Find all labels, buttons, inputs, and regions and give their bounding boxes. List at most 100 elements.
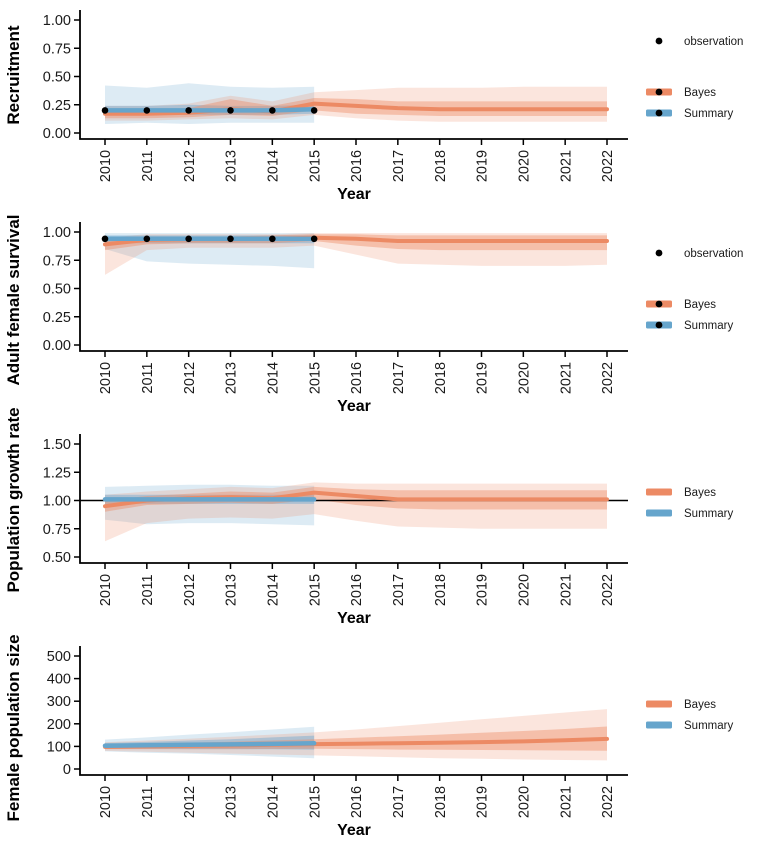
y-tick-label: 1.00 — [43, 494, 71, 510]
x-tick-label: 2011 — [140, 786, 156, 817]
bayes-legend-swatch — [646, 700, 672, 708]
y-tick-label: 0.25 — [43, 98, 71, 114]
x-tick-label: 2020 — [517, 150, 533, 182]
summary-legend-swatch — [646, 721, 672, 729]
x-tick-label: 2016 — [349, 362, 365, 394]
x-tick-label: 2014 — [266, 574, 282, 606]
observation-point — [101, 107, 109, 114]
bayes-legend-swatch — [646, 488, 672, 496]
x-tick-label: 2011 — [140, 150, 156, 181]
y-tick-label: 1.00 — [43, 13, 71, 29]
legend-entry-summary: Summary — [646, 720, 733, 732]
x-tick-label: 2012 — [182, 786, 198, 818]
legend-point-icon — [655, 300, 663, 308]
x-tick-label: 2015 — [307, 574, 323, 606]
x-tick-label: 2022 — [600, 362, 616, 394]
x-tick-label: 2011 — [140, 362, 156, 393]
y-tick-label: 0.50 — [43, 550, 71, 566]
x-axis-title: Year — [337, 822, 371, 839]
x-tick-label: 2022 — [600, 150, 616, 182]
x-tick-label: 2021 — [558, 574, 574, 606]
observation-point — [310, 107, 318, 114]
legend-label: Bayes — [684, 699, 716, 711]
y-axis-title-panel-1: Recruitment — [4, 25, 23, 125]
x-tick-label: 2015 — [307, 150, 323, 182]
x-axis-title: Year — [337, 610, 371, 627]
observation-point — [269, 107, 276, 114]
y-tick-label: 0.50 — [43, 282, 71, 298]
y-tick-label: 1.00 — [43, 225, 71, 241]
bayes-inner-ribbon — [105, 486, 607, 512]
bayes-outer-ribbon — [105, 709, 607, 761]
panel-1: 0.00 0.25 0.50 0.75 1.00 2010 2011 2012 2013 2014… — [43, 10, 743, 203]
observation-point — [101, 235, 109, 243]
observation-point — [143, 235, 151, 243]
legend-label: Bayes — [684, 299, 716, 311]
y-tick-label: 100 — [47, 739, 71, 755]
x-tick-label: 2019 — [475, 362, 491, 394]
x-tick-label: 2014 — [266, 362, 282, 394]
legend-point-icon — [655, 109, 663, 117]
legend-entry-observation: observation — [655, 36, 743, 48]
legend-label: Summary — [684, 108, 733, 120]
legend-label: Summary — [684, 320, 733, 332]
x-tick-label: 2017 — [391, 150, 407, 182]
x-tick-label: 2013 — [224, 362, 240, 394]
observation-point — [269, 235, 276, 243]
x-tick-label: 2010 — [98, 786, 114, 818]
x-tick-label: 2017 — [391, 574, 407, 606]
summary-line — [102, 740, 317, 748]
y-tick-label: 0.75 — [43, 253, 71, 269]
x-tick-label: 2018 — [433, 786, 449, 818]
x-tick-label: 2021 — [558, 150, 574, 182]
legend-entry-summary: Summary — [646, 320, 733, 332]
axis-lines — [79, 434, 628, 564]
observation-point — [227, 107, 234, 114]
x-tick-label: 2019 — [475, 786, 491, 818]
x-tick-label: 2015 — [307, 362, 323, 394]
x-tick-label: 2013 — [224, 574, 240, 606]
x-tick-label: 2012 — [182, 362, 198, 394]
y-tick-label: 0.00 — [43, 126, 71, 142]
y-axis-title-panel-2: Adult female survival — [4, 214, 23, 385]
legend-entry-observation: observation — [655, 248, 743, 260]
x-tick-label: 2014 — [266, 786, 282, 818]
legend-label: Summary — [684, 720, 733, 732]
x-tick-label: 2012 — [182, 574, 198, 606]
x-tick-label: 2020 — [517, 574, 533, 606]
x-tick-label: 2010 — [98, 574, 114, 606]
y-tick-label: 300 — [47, 694, 71, 710]
x-tick-label: 2016 — [349, 150, 365, 182]
observation-point — [143, 107, 151, 114]
y-tick-label: 0 — [63, 762, 71, 778]
x-tick-label: 2019 — [475, 574, 491, 606]
panel-2: 0.00 0.25 0.50 0.75 1.00 2010 2011 2012 2013 2014… — [43, 222, 743, 415]
summary-legend-swatch — [646, 509, 672, 517]
observation-point — [310, 235, 318, 243]
legend-label: observation — [684, 248, 743, 260]
x-tick-label: 2015 — [307, 786, 323, 818]
x-tick-label: 2018 — [433, 150, 449, 182]
y-tick-label: 0.75 — [43, 522, 71, 538]
legend-entry-bayes: Bayes — [646, 487, 716, 499]
x-tick-label: 2010 — [98, 362, 114, 394]
bayes-outer-ribbon — [105, 233, 607, 275]
legend-entry-summary: Summary — [646, 108, 733, 120]
legend-point-icon — [655, 321, 663, 329]
legend-label: Bayes — [684, 487, 716, 499]
y-tick-label: 0.25 — [43, 310, 71, 326]
summary-outer-ribbon — [105, 484, 315, 526]
x-axis-title: Year — [337, 186, 371, 203]
panel-3: 0.50 0.75 1.00 1.25 1.50 2010 2011 2012 2013 2014… — [43, 434, 733, 627]
legend-label: Summary — [684, 508, 733, 520]
observation-point — [227, 235, 234, 243]
x-tick-label: 2017 — [391, 362, 407, 394]
x-tick-label: 2011 — [140, 574, 156, 605]
y-axis-title-panel-4: Female population size — [4, 634, 23, 821]
y-tick-label: 0.75 — [43, 41, 71, 57]
x-tick-label: 2018 — [433, 574, 449, 606]
x-tick-label: 2020 — [517, 786, 533, 818]
axis-lines — [79, 10, 628, 140]
